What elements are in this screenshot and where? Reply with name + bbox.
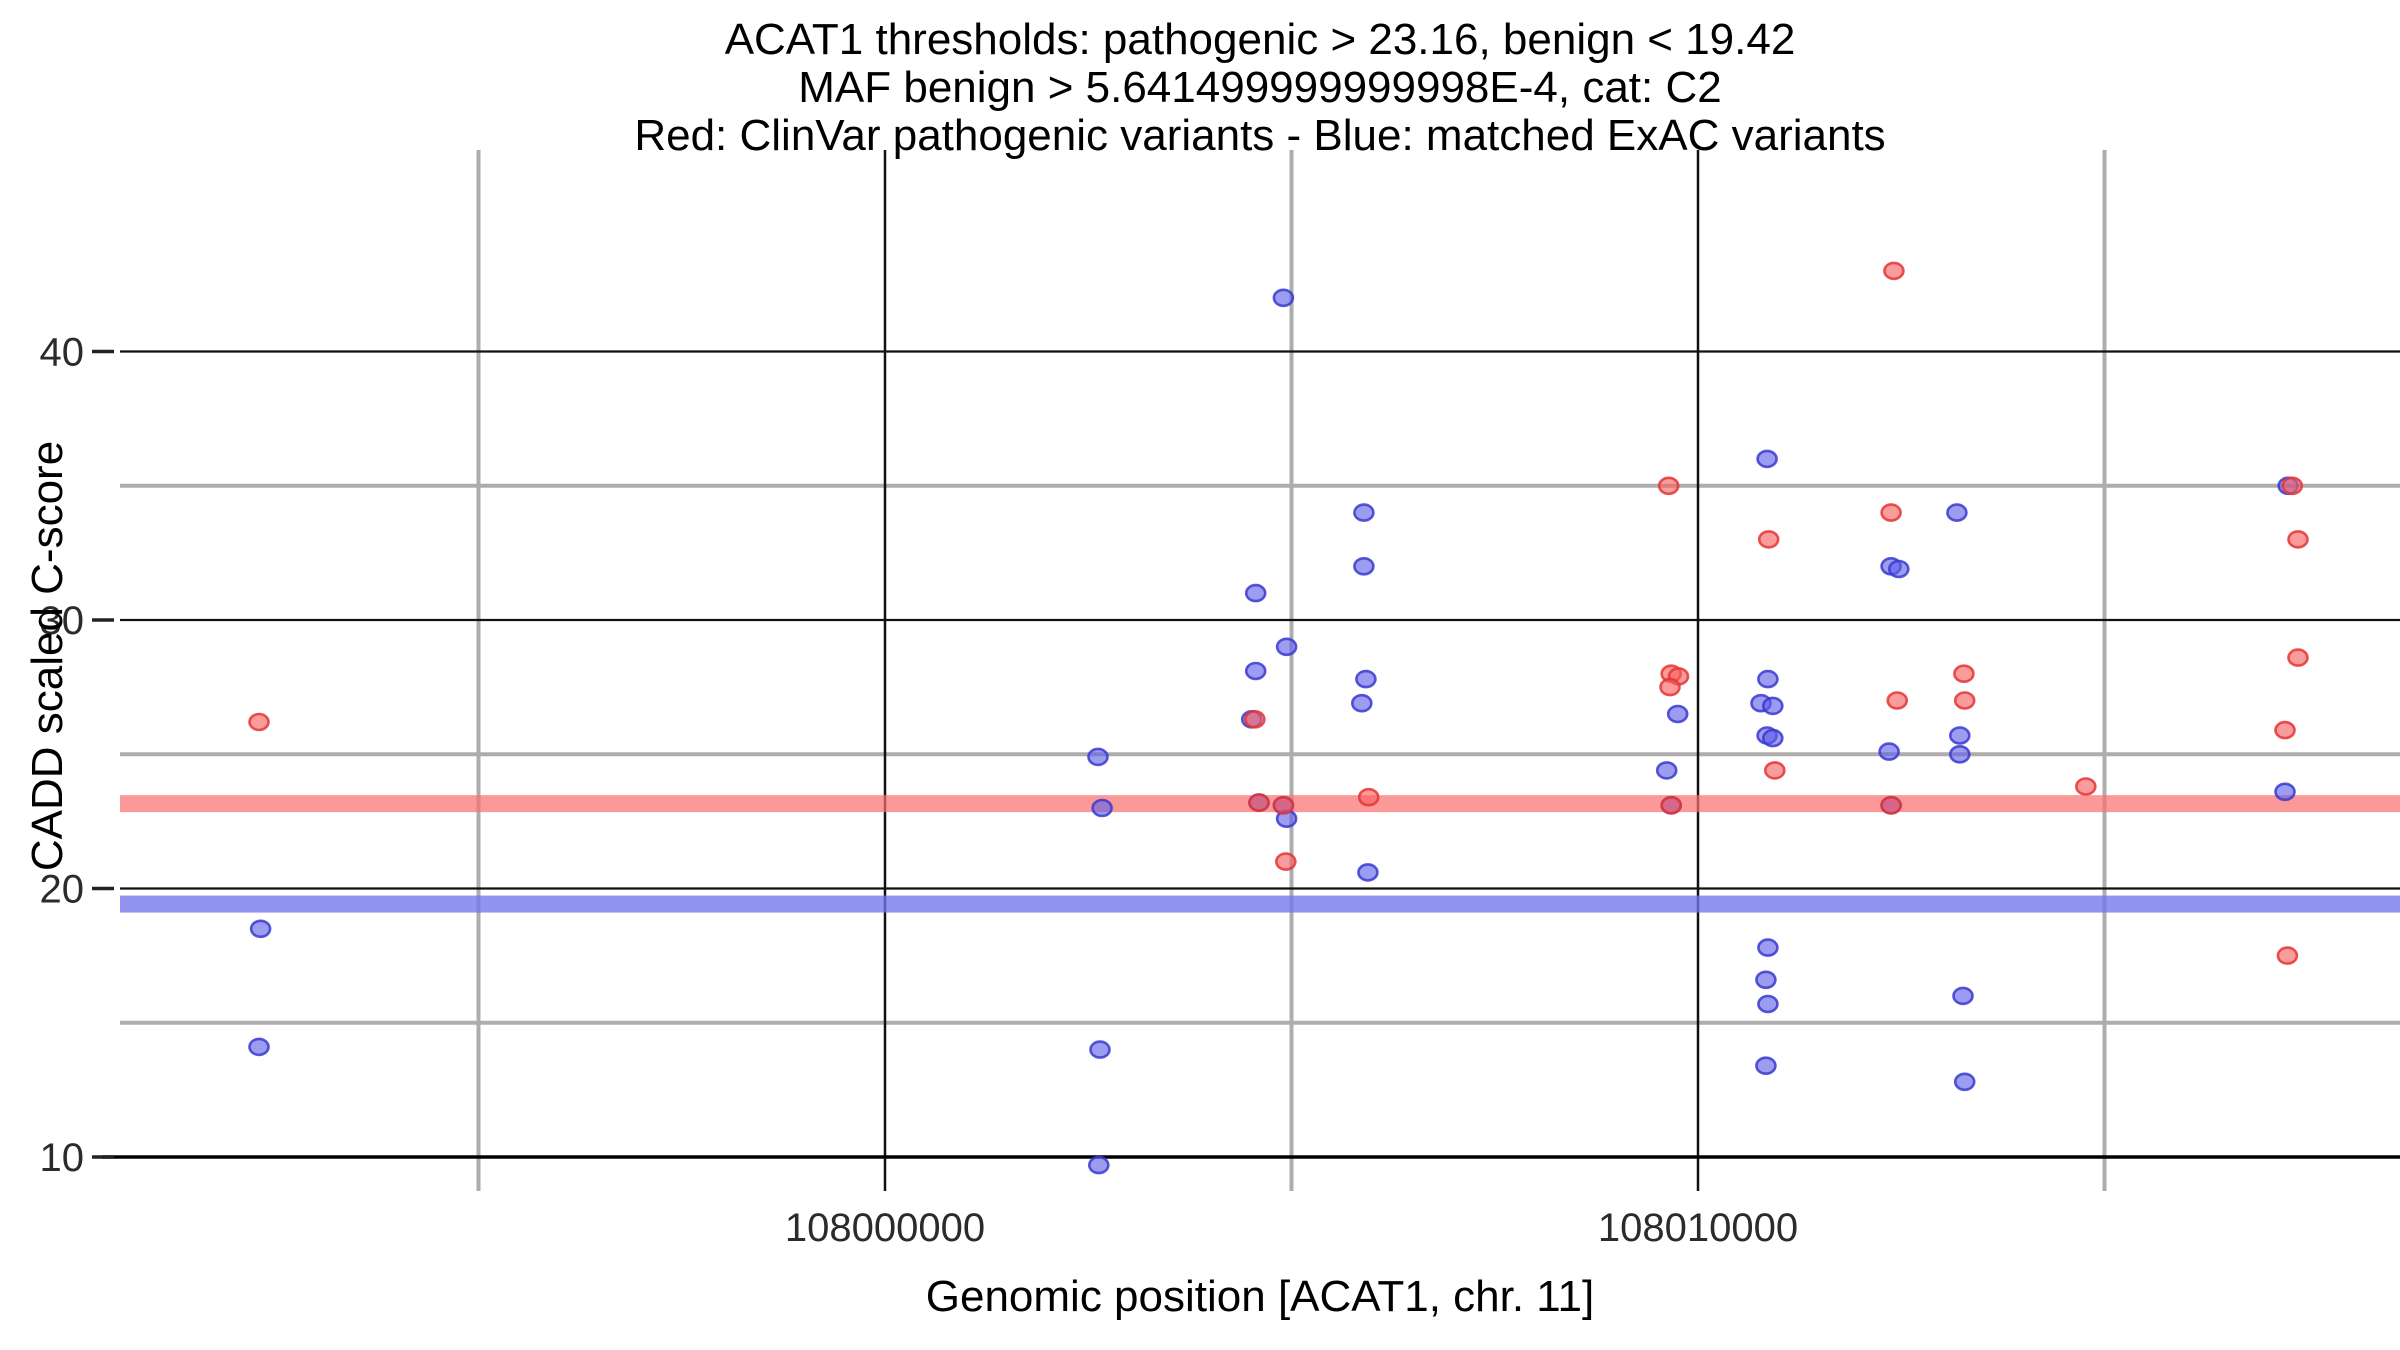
data-point-blue: [1946, 503, 1968, 522]
data-point-blue: [1952, 986, 1974, 1006]
chart-title-line-2: MAF benign > 5.641499999999998E-4, cat: …: [798, 63, 1722, 112]
data-point-blue: [1756, 449, 1778, 469]
data-point-red: [1275, 852, 1297, 871]
data-point-red: [1248, 793, 1270, 812]
y-tick-label: 40: [40, 331, 85, 375]
data-point-blue: [249, 919, 272, 939]
data-point-red: [2281, 476, 2304, 496]
data-point-blue: [1357, 863, 1379, 882]
data-point-red: [1659, 677, 1681, 697]
x-tick-label: 108010000: [1598, 1206, 1798, 1250]
data-point-red: [248, 712, 270, 732]
data-point-blue: [1757, 994, 1779, 1014]
data-point-blue: [1353, 556, 1375, 576]
data-point-blue: [1949, 726, 1971, 745]
data-point-blue: [1355, 669, 1377, 689]
data-point-blue: [1655, 761, 1678, 780]
chart-title-line-3: Red: ClinVar pathogenic variants - Blue:…: [634, 111, 1886, 160]
benign-threshold-band: [120, 895, 2400, 913]
x-tick-label: 108000000: [785, 1206, 985, 1250]
data-point-blue: [1888, 559, 1910, 579]
data-point-red: [1657, 476, 1680, 496]
data-point-blue: [1949, 744, 1971, 764]
y-tick-label: 30: [40, 599, 85, 643]
data-point-blue: [1755, 1056, 1777, 1075]
chart-title-line-1: ACAT1 thresholds: pathogenic > 23.16, be…: [724, 15, 1796, 64]
data-point-red: [1272, 795, 1295, 815]
data-point-blue: [1351, 693, 1373, 713]
data-point-blue: [1089, 1040, 1111, 1059]
y-axis-title: CADD scaled C-score: [23, 440, 72, 872]
data-point-red: [1880, 503, 1902, 522]
data-point-red: [1357, 787, 1380, 807]
data-point-blue: [1757, 669, 1779, 689]
data-point-red: [1244, 709, 1266, 729]
data-point-red: [2075, 777, 2097, 796]
y-tick-label: 20: [40, 868, 85, 912]
data-point-blue: [1353, 503, 1375, 522]
data-point-red: [1886, 691, 1908, 710]
data-point-red: [1953, 664, 1975, 684]
data-point-red: [1757, 530, 1780, 549]
data-point-blue: [1091, 798, 1113, 818]
data-point-red: [2276, 946, 2299, 965]
data-point-blue: [1244, 661, 1267, 681]
data-point-blue: [1953, 1072, 1976, 1092]
data-point-blue: [1666, 704, 1689, 724]
data-point-blue: [1878, 742, 1900, 761]
data-point-blue: [1275, 637, 1298, 657]
data-point-blue: [248, 1037, 270, 1057]
data-point-red: [2274, 720, 2296, 740]
data-point-blue: [2274, 782, 2296, 802]
data-point-blue: [1272, 288, 1295, 308]
data-point-red: [1883, 261, 1905, 281]
data-point-red: [2287, 648, 2309, 667]
data-point-red: [2287, 530, 2309, 549]
data-point-blue: [1755, 970, 1777, 990]
data-point-red: [1764, 761, 1786, 780]
chart-title: ACAT1 thresholds: pathogenic > 23.16, be…: [120, 16, 2400, 160]
data-point-red: [1660, 795, 1682, 815]
data-point-blue: [1762, 696, 1784, 716]
data-point-red: [1953, 691, 1976, 710]
data-point-blue: [1762, 728, 1784, 748]
data-point-blue: [1244, 583, 1267, 603]
data-point-red: [1880, 795, 1902, 815]
data-point-blue: [1088, 1155, 1110, 1175]
x-axis-title: Genomic position [ACAT1, chr. 11]: [925, 1272, 1595, 1321]
y-tick-label: 10: [40, 1136, 85, 1180]
data-point-blue: [1087, 747, 1109, 767]
data-point-blue: [1757, 938, 1779, 957]
